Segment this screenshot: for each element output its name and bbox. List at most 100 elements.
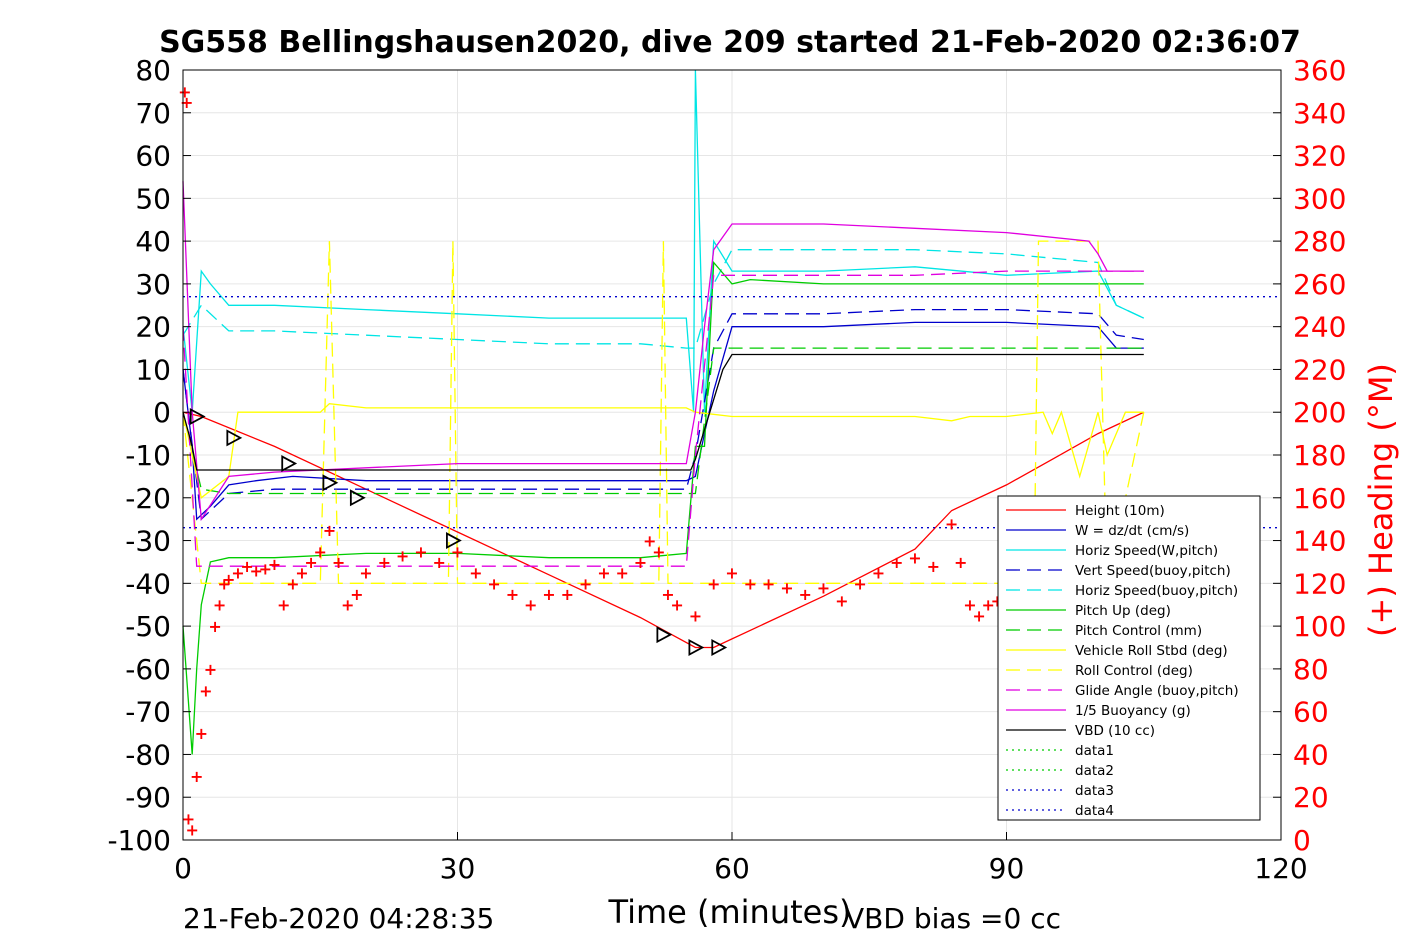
heading-point: + [853, 574, 866, 593]
heading-point: + [835, 591, 848, 610]
dive-marker [711, 638, 728, 657]
x-tick-label: 120 [1254, 852, 1307, 885]
dive-marker [656, 626, 673, 644]
heading-point: + [432, 553, 445, 572]
heading-point: + [762, 574, 775, 593]
left-tick-label: -30 [125, 525, 171, 558]
x-tick-label: 60 [714, 852, 750, 885]
heading-point: + [304, 553, 317, 572]
right-tick-label: 0 [1293, 824, 1311, 857]
heading-point: + [323, 521, 336, 540]
heading-point: + [780, 579, 793, 598]
legend-label: data2 [1075, 763, 1114, 779]
dive-markers [189, 407, 728, 657]
footer-timestamp: 21-Feb-2020 04:28:35 [183, 902, 494, 935]
legend-label: Horiz Speed(W,pitch) [1075, 543, 1218, 559]
dive-marker [446, 532, 462, 550]
right-tick-label: 20 [1293, 781, 1329, 814]
left-tick-label: 20 [135, 311, 171, 344]
legend-label: Vert Speed(buoy,pitch) [1075, 563, 1231, 579]
series-line-7 [182, 403, 1144, 499]
right-tick-label: 240 [1293, 311, 1346, 344]
left-tick-label: 70 [135, 97, 171, 130]
right-tick-label: 100 [1293, 610, 1346, 643]
heading-point: + [286, 574, 299, 593]
dive-marker [226, 429, 243, 447]
heading-point: + [643, 532, 656, 551]
right-tick-label: 320 [1293, 140, 1346, 173]
dive-marker [189, 407, 206, 426]
left-tick-label: 60 [135, 140, 171, 173]
left-tick-label: -20 [125, 482, 171, 515]
heading-point: + [217, 574, 230, 593]
series-line-3 [182, 308, 1144, 521]
heading-point: + [561, 585, 574, 604]
heading-point: + [180, 93, 193, 112]
legend-label: data4 [1075, 803, 1114, 819]
right-y-axis: 0 20 40 60 80 100 120 140 160 180 200 220 240 260 280 3… [1273, 54, 1346, 857]
right-tick-label: 180 [1293, 439, 1346, 472]
series-line-4 [182, 249, 1145, 349]
legend-label: Height (10m) [1075, 503, 1165, 519]
dive-marker [688, 638, 705, 657]
legend-label: Pitch Up (deg) [1075, 603, 1171, 619]
heading-point: + [199, 681, 212, 700]
heading-point: + [469, 564, 482, 583]
heading-point: + [972, 606, 985, 625]
legend-label: Pitch Control (mm) [1075, 623, 1202, 639]
heading-markers: ++++++++++++++++++++++++++++ + ++++++++ +++… [178, 82, 1013, 839]
heading-point: + [634, 553, 647, 572]
legend-label: Vehicle Roll Stbd (deg) [1075, 643, 1228, 659]
heading-point: + [378, 553, 391, 572]
legend-label: data3 [1075, 783, 1114, 799]
heading-point: + [295, 564, 308, 583]
series-line-2 [182, 69, 1145, 413]
right-tick-label: 340 [1293, 97, 1346, 130]
plot-series [182, 69, 1281, 755]
legend-label: 1/5 Buoyancy (g) [1075, 703, 1191, 719]
heading-point: + [798, 585, 811, 604]
heading-point: + [744, 574, 757, 593]
left-tick-label: 0 [153, 396, 171, 429]
heading-point: + [981, 596, 994, 615]
heading-point: + [185, 820, 198, 839]
series-line-11 [182, 353, 1144, 471]
heading-point: + [908, 549, 921, 568]
legend: Height (10m) W = dz/dt (cm/s) Horiz Speed(… [997, 495, 1261, 821]
right-tick-label: 40 [1293, 738, 1329, 771]
left-tick-label: 50 [135, 182, 171, 215]
right-axis-label: (+) Heading (°M) [1362, 363, 1400, 637]
heading-point: + [890, 553, 903, 572]
right-tick-label: 120 [1293, 567, 1346, 600]
series-line-6 [182, 347, 1144, 495]
heading-point: + [963, 596, 976, 615]
right-tick-label: 280 [1293, 225, 1346, 258]
x-axis: 0 30 60 90 120 [174, 832, 1308, 885]
right-tick-label: 260 [1293, 268, 1346, 301]
heading-point: + [725, 564, 738, 583]
heading-point: + [396, 547, 409, 566]
heading-point: + [332, 553, 345, 572]
series-line-10 [182, 181, 1144, 522]
heading-point: + [231, 564, 244, 583]
heading-point: + [689, 606, 702, 625]
heading-point: + [182, 810, 195, 829]
heading-point: + [350, 585, 363, 604]
heading-point: + [945, 514, 958, 533]
heading-point: + [652, 542, 665, 561]
series-line-9 [182, 270, 1144, 567]
heading-point: + [670, 596, 683, 615]
series-line-1 [182, 321, 1144, 521]
heading-point: + [341, 596, 354, 615]
x-tick-label: 30 [440, 852, 476, 885]
x-tick-label: 0 [174, 852, 192, 885]
right-tick-label: 80 [1293, 653, 1329, 686]
left-tick-label: 30 [135, 268, 171, 301]
right-tick-label: 160 [1293, 482, 1346, 515]
heading-point: + [190, 767, 203, 786]
legend-label: Roll Control (deg) [1075, 663, 1193, 679]
right-tick-label: 360 [1293, 54, 1346, 87]
series-line-8 [182, 240, 1145, 584]
left-tick-label: 10 [135, 353, 171, 386]
heading-point: + [451, 542, 464, 561]
